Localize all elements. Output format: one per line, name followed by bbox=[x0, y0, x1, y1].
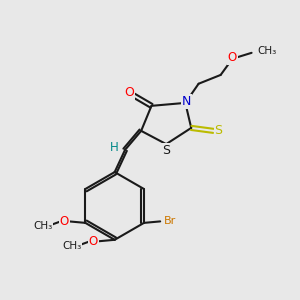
Text: Br: Br bbox=[164, 216, 177, 226]
Text: S: S bbox=[214, 124, 223, 137]
Text: CH₃: CH₃ bbox=[33, 221, 52, 231]
Text: O: O bbox=[59, 215, 69, 228]
Text: CH₃: CH₃ bbox=[62, 241, 82, 251]
Text: O: O bbox=[124, 86, 134, 99]
Text: H: H bbox=[110, 141, 118, 154]
Text: CH₃: CH₃ bbox=[257, 46, 277, 56]
Text: N: N bbox=[182, 95, 191, 108]
Text: S: S bbox=[162, 144, 170, 157]
Text: O: O bbox=[228, 51, 237, 64]
Text: O: O bbox=[89, 235, 98, 248]
